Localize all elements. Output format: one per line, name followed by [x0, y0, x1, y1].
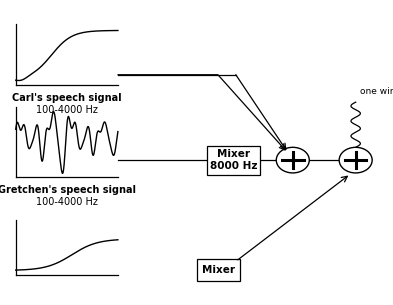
- Text: one wir: one wir: [360, 87, 393, 96]
- Text: 100-4000 Hz: 100-4000 Hz: [36, 197, 98, 207]
- Text: Carl's speech signal: Carl's speech signal: [12, 93, 121, 103]
- Text: Mixer: Mixer: [202, 265, 235, 275]
- Bar: [208, 146, 260, 174]
- Circle shape: [339, 147, 372, 173]
- Circle shape: [276, 147, 309, 173]
- Text: Gretchen's speech signal: Gretchen's speech signal: [0, 185, 136, 195]
- Bar: [196, 259, 240, 281]
- Text: Mixer
8000 Hz: Mixer 8000 Hz: [210, 149, 257, 171]
- Text: 100-4000 Hz: 100-4000 Hz: [36, 105, 98, 115]
